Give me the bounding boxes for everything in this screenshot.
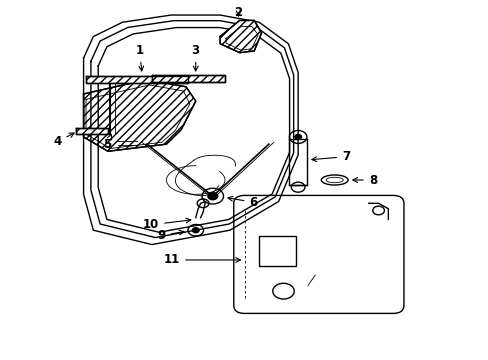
Text: 2: 2 [234, 6, 242, 19]
Polygon shape [86, 76, 188, 83]
Ellipse shape [321, 175, 347, 185]
Circle shape [192, 228, 199, 233]
Polygon shape [152, 75, 224, 82]
Text: 6: 6 [227, 196, 257, 209]
Text: 3: 3 [191, 44, 200, 71]
Text: 9: 9 [157, 229, 183, 242]
Circle shape [294, 134, 301, 139]
Circle shape [207, 193, 217, 200]
Text: 5: 5 [102, 134, 111, 150]
Text: 11: 11 [163, 253, 240, 266]
Text: 1: 1 [135, 44, 143, 71]
Polygon shape [220, 21, 261, 53]
Text: 10: 10 [142, 218, 190, 231]
Text: 8: 8 [352, 174, 376, 186]
Polygon shape [76, 128, 108, 134]
Polygon shape [83, 80, 195, 151]
Text: 7: 7 [311, 150, 349, 163]
FancyBboxPatch shape [233, 195, 403, 314]
Bar [259, 235, 295, 266]
Text: 4: 4 [53, 133, 74, 148]
